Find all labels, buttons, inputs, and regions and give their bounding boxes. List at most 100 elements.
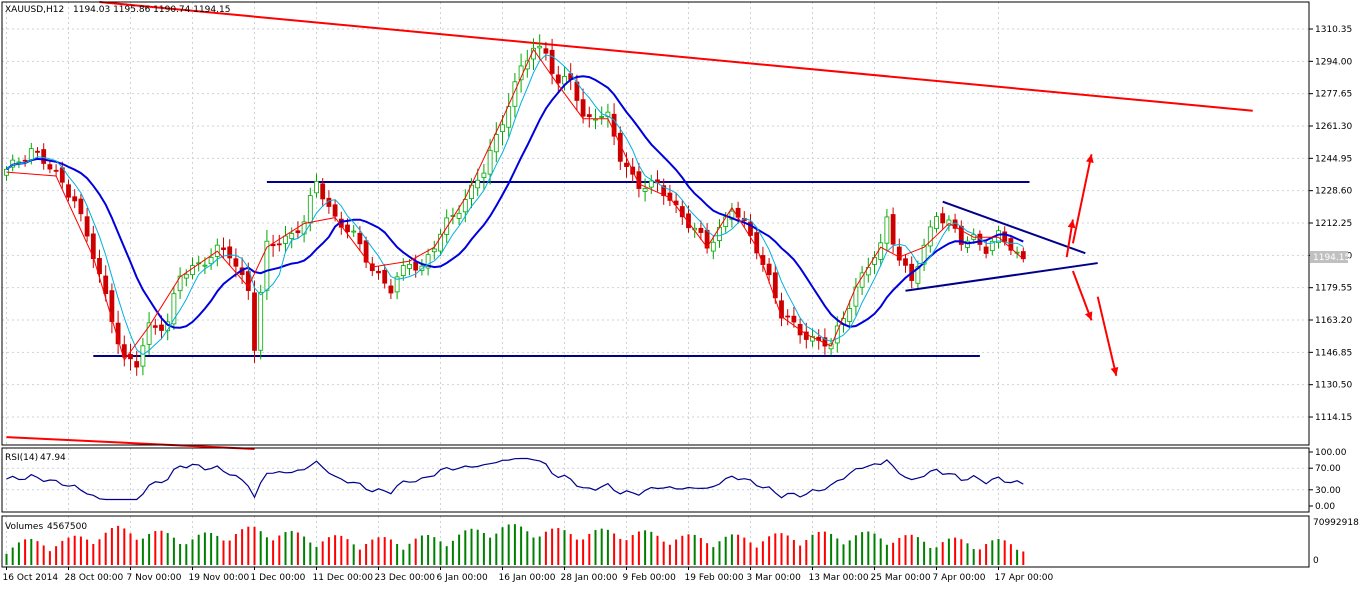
candle-body [245,271,251,291]
rsi-tick-label: 0.00 [1315,502,1335,512]
price-tick-label: 1277.65 [1315,90,1352,100]
candle-body [264,240,270,291]
candle-body [456,212,462,219]
candle-body [847,308,853,322]
price-axis[interactable]: 1310.35 1294.00 1277.65 1261.30 1244.95 1228.… [1309,25,1352,423]
candle-body [227,246,233,259]
candle-body [140,345,146,367]
candle-body [295,230,301,234]
time-tick-label: 28 Oct 00:00 [65,573,124,583]
candle-body [593,118,598,121]
rsi-line [6,457,1024,501]
candle-body [171,293,177,325]
candle-body [475,179,481,189]
trend-lines[interactable] [6,1,1253,450]
candle-body [834,325,840,344]
arrow-down-small-head [1085,311,1093,321]
candle-body [72,196,78,202]
moving-average-line [6,54,1024,356]
time-tick-label: 7 Apr 00:00 [933,573,986,583]
candle-body [512,81,518,107]
candle-body [22,159,28,162]
volume-min-tick: 0 [1313,556,1319,566]
time-tick-label: 17 Apr 00:00 [995,573,1054,583]
triangle-lower-line [905,262,1098,292]
candle-body [177,275,183,292]
lower-red-trendline [6,436,255,450]
candle-body [208,257,214,265]
time-tick-label: 28 Jan 00:00 [561,573,618,583]
candle-body [97,258,102,275]
arrow-up-small-head [1067,219,1076,229]
rsi-tick-label: 30.00 [1315,486,1341,496]
candle-body [407,263,412,269]
candle-body [314,180,319,194]
volume-bars[interactable] [5,524,1025,565]
arrows[interactable] [1065,154,1119,377]
candle-body [438,233,443,252]
candle-body [41,149,47,164]
pane-frames [1,1,1310,568]
candle-body [252,292,257,351]
time-tick-label: 19 Feb 00:00 [685,573,744,583]
time-axis[interactable]: 16 Oct 2014 28 Oct 00:00 7 Nov 00:00 19 Nov… [3,567,1054,583]
price-tick-label: 1212.25 [1315,219,1352,229]
candle-body [940,213,946,224]
volumes-value: 4567500 [47,522,87,532]
price-tick-label: 1261.30 [1315,122,1352,132]
candle-body [134,361,140,368]
candle-body [363,240,369,263]
time-tick-label: 3 Mar 00:00 [747,573,802,583]
candles[interactable] [4,34,1026,376]
time-tick-label: 16 Jan 00:00 [499,573,556,583]
candle-body [617,132,623,162]
candle-body [159,324,164,331]
time-tick-label: 7 Nov 00:00 [127,573,182,583]
candle-body [388,285,394,294]
candle-body [283,235,288,244]
candle-body [1008,238,1014,251]
triangle-upper-line [942,200,1086,255]
candle-body [493,134,499,153]
candle-body [289,233,295,239]
candle-body [394,276,400,293]
candle-body [915,266,921,284]
indicators[interactable] [5,48,1024,362]
time-tick-label: 23 Dec 00:00 [375,573,436,583]
candle-body [983,246,989,254]
price-tick-label: 1244.95 [1315,154,1352,164]
candle-body [977,233,983,245]
time-tick-label: 9 Feb 00:00 [623,573,677,583]
candle-body [748,221,753,236]
candle-body [791,315,797,323]
candle-body [946,219,952,226]
price-tick-label: 1146.85 [1315,348,1352,358]
time-tick-label: 25 Mar 00:00 [871,573,931,583]
price-tick-label: 1179.55 [1315,284,1352,294]
candle-body [785,315,791,318]
candle-body [903,258,908,266]
arrow-up-large [1071,154,1093,244]
arrow-down-large-head [1110,367,1119,376]
upper-red-trendline [99,1,1253,112]
candle-body [450,215,456,217]
rsi-series[interactable] [6,457,1024,501]
rsi-axis[interactable]: 100.00 70.00 30.00 0.00 [1309,448,1347,512]
candle-body [53,169,59,172]
volumes-label: Volumes [5,522,43,532]
candle-body [462,199,468,213]
candle-body [425,254,431,269]
time-tick-label: 19 Nov 00:00 [189,573,250,583]
rsi-tick-label: 100.00 [1315,448,1347,458]
pane-frame [1,515,1310,568]
candle-body [549,49,555,74]
ohlc-readout: 1194.03 1195.86 1190.74 1194.15 [73,5,230,15]
candle-body [555,74,561,84]
last-price-label: 1194.15 [1313,253,1350,263]
candle-body [729,210,735,220]
symbol-label: XAUUSD,H12 [5,5,64,15]
candle-body [431,248,437,253]
arrow-down-small [1071,270,1093,321]
